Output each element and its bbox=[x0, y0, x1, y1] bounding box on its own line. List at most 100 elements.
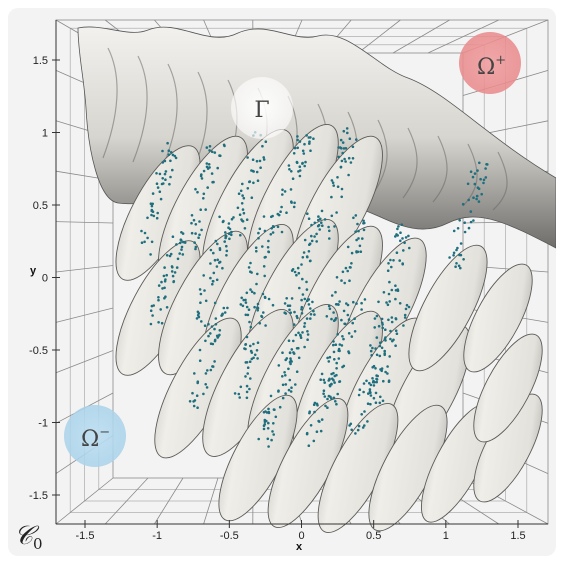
sample-point bbox=[387, 318, 390, 322]
sample-point bbox=[165, 306, 169, 309]
sample-point bbox=[207, 322, 210, 326]
sample-point bbox=[452, 254, 455, 257]
sample-point bbox=[334, 343, 338, 347]
sample-point bbox=[239, 385, 243, 389]
sample-point bbox=[318, 228, 322, 231]
sample-point bbox=[396, 288, 400, 291]
sample-point bbox=[205, 162, 209, 165]
sample-point bbox=[455, 248, 458, 252]
sample-point bbox=[274, 415, 278, 419]
sample-point bbox=[371, 366, 375, 369]
sample-point bbox=[171, 266, 174, 269]
sample-point bbox=[378, 344, 382, 348]
sample-point bbox=[262, 427, 266, 431]
sample-point bbox=[334, 400, 337, 403]
sample-point bbox=[290, 297, 294, 300]
surface-ridge-line bbox=[372, 119, 388, 195]
sample-point bbox=[484, 176, 488, 179]
sample-point bbox=[256, 272, 259, 276]
level-set-surface bbox=[77, 26, 556, 534]
sample-point bbox=[382, 379, 385, 383]
sample-point bbox=[357, 393, 361, 397]
sample-point bbox=[190, 221, 193, 225]
sample-point bbox=[157, 321, 160, 324]
sample-point bbox=[346, 313, 350, 317]
sample-point bbox=[241, 194, 244, 197]
sample-point bbox=[345, 302, 348, 305]
sample-point bbox=[324, 404, 327, 408]
sample-point bbox=[384, 336, 387, 339]
sample-point bbox=[175, 266, 179, 269]
sample-point bbox=[379, 341, 382, 345]
sample-point bbox=[178, 241, 182, 245]
sample-point bbox=[461, 202, 465, 206]
sample-point bbox=[477, 200, 481, 203]
sample-point bbox=[366, 420, 369, 423]
sample-point bbox=[249, 270, 252, 274]
sample-point bbox=[164, 170, 168, 173]
sample-point bbox=[405, 303, 409, 307]
sample-point bbox=[335, 211, 338, 214]
sample-point bbox=[284, 358, 288, 362]
sample-point bbox=[479, 177, 482, 181]
sample-point bbox=[469, 170, 473, 173]
sample-point bbox=[150, 204, 154, 208]
sample-point bbox=[204, 383, 207, 386]
sample-point bbox=[452, 251, 456, 255]
sample-point bbox=[310, 223, 313, 227]
sample-point bbox=[303, 142, 306, 146]
sample-point bbox=[248, 320, 251, 324]
sample-point bbox=[288, 351, 292, 354]
sample-point bbox=[205, 386, 209, 389]
sample-point bbox=[176, 257, 180, 261]
sample-point bbox=[381, 323, 384, 326]
sample-point bbox=[330, 195, 333, 199]
sample-point bbox=[404, 307, 408, 311]
sample-point bbox=[367, 392, 370, 395]
sample-point bbox=[351, 157, 355, 160]
sample-point bbox=[340, 147, 343, 150]
omega-minus-label: Ω− bbox=[81, 425, 110, 452]
sample-point bbox=[355, 250, 358, 254]
sample-point bbox=[484, 167, 487, 170]
sample-point bbox=[362, 382, 366, 385]
sample-point bbox=[216, 166, 219, 170]
sample-point bbox=[283, 371, 286, 374]
sample-point bbox=[372, 396, 376, 400]
sample-point bbox=[266, 246, 270, 249]
sample-point bbox=[369, 349, 373, 353]
sample-point bbox=[353, 330, 357, 333]
sample-point bbox=[157, 296, 160, 299]
sample-point bbox=[281, 375, 284, 378]
sample-point bbox=[313, 235, 316, 238]
sample-point bbox=[347, 173, 350, 177]
sample-point bbox=[198, 348, 202, 352]
sample-point bbox=[317, 215, 320, 218]
sample-point bbox=[295, 347, 299, 350]
sample-point bbox=[262, 215, 266, 218]
sample-point bbox=[345, 127, 349, 130]
sample-point bbox=[271, 303, 275, 307]
sample-point bbox=[288, 304, 292, 308]
sample-point bbox=[224, 231, 227, 234]
sample-point bbox=[330, 317, 333, 321]
sample-point bbox=[289, 311, 293, 315]
sample-point bbox=[291, 268, 295, 271]
sample-point bbox=[241, 208, 245, 211]
sample-point bbox=[317, 419, 320, 423]
sample-point bbox=[245, 218, 249, 221]
sample-point bbox=[250, 169, 253, 172]
region-gamma: Γ bbox=[231, 77, 293, 139]
sample-point bbox=[295, 273, 298, 277]
sample-point bbox=[396, 234, 400, 237]
sample-point bbox=[218, 329, 222, 332]
sample-point bbox=[343, 157, 346, 161]
sample-point bbox=[362, 219, 365, 223]
sample-point bbox=[252, 181, 255, 185]
sample-point bbox=[369, 383, 373, 387]
sample-point bbox=[297, 271, 301, 275]
sample-point bbox=[360, 308, 363, 311]
x-tick-label: -0.5 bbox=[220, 530, 239, 542]
sample-point bbox=[350, 335, 354, 338]
sample-point bbox=[263, 423, 267, 426]
